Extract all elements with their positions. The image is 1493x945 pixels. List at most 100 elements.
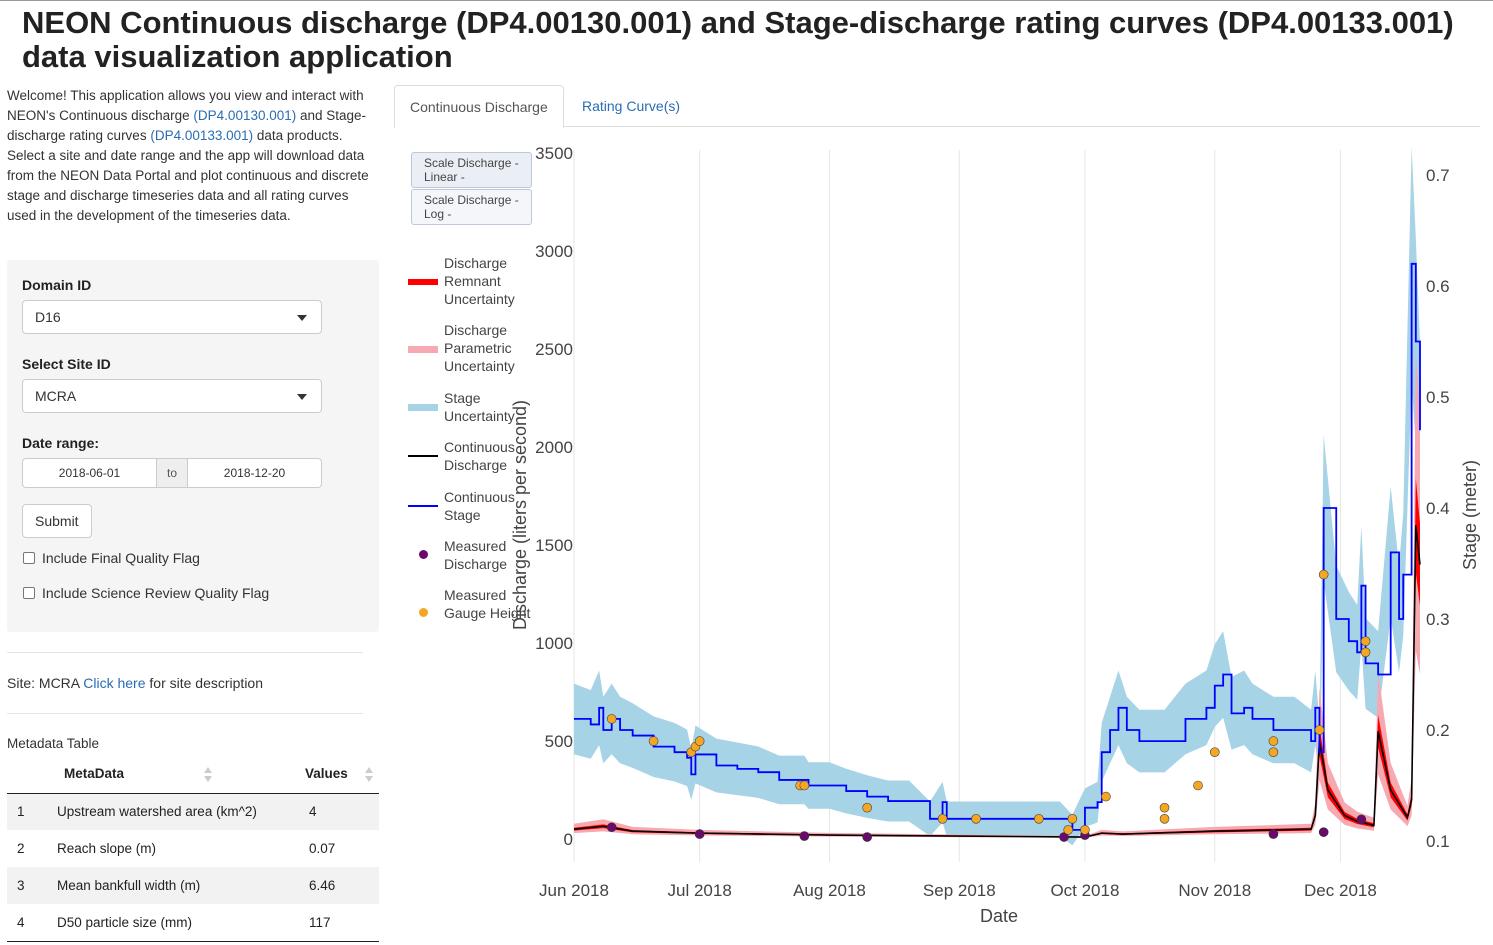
divider bbox=[7, 652, 363, 653]
measured-gauge-point[interactable] bbox=[1360, 647, 1371, 658]
tab-continuous-discharge[interactable]: Continuous Discharge bbox=[394, 85, 564, 128]
scale-log-button[interactable]: Scale Discharge - Log - bbox=[411, 189, 532, 225]
legend-label: Measured Gauge Height bbox=[444, 587, 531, 621]
dp-discharge-link[interactable]: (DP4.00130.001) bbox=[193, 108, 297, 123]
y2-tick-label: 0.1 bbox=[1426, 832, 1450, 851]
start-date-input[interactable]: 2018-06-01 bbox=[22, 458, 157, 488]
row-value: 0.07 bbox=[309, 841, 336, 856]
table-row[interactable]: 2 Reach slope (m) 0.07 bbox=[7, 830, 379, 867]
values-column-label: Values bbox=[305, 766, 348, 782]
x-tick-label: Sep 2018 bbox=[923, 881, 996, 900]
intro-text-2: and Stage-discharge rating curves bbox=[7, 108, 367, 143]
checkbox-icon[interactable] bbox=[23, 552, 35, 564]
measured-gauge-point[interactable] bbox=[937, 813, 948, 824]
measured-gauge-point[interactable] bbox=[1101, 791, 1111, 802]
continuous-discharge-line[interactable] bbox=[573, 525, 1421, 838]
measured-discharge-point[interactable] bbox=[694, 829, 705, 839]
values-column-header[interactable]: Values bbox=[302, 755, 379, 794]
table-header-row: MetaData Values bbox=[7, 755, 379, 794]
review-flag-checkbox[interactable]: Include Science Review Quality Flag bbox=[23, 585, 269, 601]
site-description-link[interactable]: Click here bbox=[83, 675, 146, 691]
measured-gauge-point[interactable] bbox=[1063, 825, 1073, 835]
legend-label: Stage Uncertainty bbox=[444, 390, 515, 424]
tab-rating-curves[interactable]: Rating Curve(s) bbox=[582, 98, 681, 114]
sidebar: Welcome! This application allows you vie… bbox=[7, 86, 379, 941]
y-tick-label: 500 bbox=[545, 732, 573, 751]
y-tick-label: 3000 bbox=[535, 242, 573, 261]
measured-discharge-point[interactable] bbox=[1059, 832, 1069, 842]
metadata-column-header[interactable]: MetaData bbox=[56, 755, 302, 794]
y2-tick-label: 0.6 bbox=[1426, 277, 1450, 296]
legend-label: Measured Discharge bbox=[444, 538, 508, 572]
sort-icon[interactable] bbox=[365, 767, 373, 783]
measured-gauge-point[interactable] bbox=[1159, 802, 1170, 813]
legend-swatch bbox=[408, 279, 438, 285]
measured-gauge-point[interactable] bbox=[1360, 636, 1371, 647]
y-tick-label: 0 bbox=[564, 830, 573, 849]
domain-select[interactable]: D16 bbox=[22, 300, 322, 334]
legend-swatch bbox=[408, 505, 438, 507]
input-panel: Domain ID D16 Select Site ID MCRA Date r… bbox=[7, 260, 379, 632]
measured-gauge-point[interactable] bbox=[1268, 736, 1279, 746]
legend-label: Continuous Discharge bbox=[444, 439, 515, 473]
measured-discharge-point[interactable] bbox=[862, 832, 872, 842]
y2-tick-label: 0.7 bbox=[1426, 166, 1450, 185]
y-axis-label: Discharge (liters per second) bbox=[510, 400, 530, 630]
dp-rating-link[interactable]: (DP4.00133.001) bbox=[150, 128, 254, 143]
y-tick-label: 2500 bbox=[535, 340, 573, 359]
metadata-table: MetaData Values 1 Upstream watershed are… bbox=[7, 755, 379, 942]
sort-icon[interactable] bbox=[204, 767, 212, 783]
measured-gauge-point[interactable] bbox=[1314, 725, 1325, 735]
legend-label: Discharge Remnant Uncertainty bbox=[444, 255, 515, 307]
measured-gauge-point[interactable] bbox=[1159, 813, 1170, 824]
measured-gauge-point[interactable] bbox=[606, 714, 617, 724]
divider bbox=[7, 713, 363, 714]
measured-gauge-point[interactable] bbox=[1209, 747, 1220, 758]
x-axis-label: Date bbox=[980, 906, 1018, 926]
site-suffix: for site description bbox=[145, 675, 263, 691]
y2-tick-label: 0.2 bbox=[1426, 721, 1450, 740]
submit-button[interactable]: Submit bbox=[22, 504, 92, 538]
end-date-input[interactable]: 2018-12-20 bbox=[187, 458, 322, 488]
measured-gauge-point[interactable] bbox=[1268, 747, 1279, 758]
checkbox-icon[interactable] bbox=[23, 587, 35, 599]
measured-gauge-point[interactable] bbox=[1318, 569, 1329, 580]
measured-gauge-point[interactable] bbox=[1193, 780, 1203, 791]
table-row[interactable]: 1 Upstream watershed area (km^2) 4 bbox=[7, 793, 379, 830]
measured-gauge-point[interactable] bbox=[1067, 813, 1078, 824]
measured-discharge-point[interactable] bbox=[1318, 827, 1329, 837]
row-value: 117 bbox=[309, 914, 331, 930]
measured-gauge-point[interactable] bbox=[862, 802, 872, 813]
final-flag-label: Include Final Quality Flag bbox=[42, 550, 200, 566]
measured-gauge-point[interactable] bbox=[648, 736, 659, 746]
continuous-stage-line[interactable] bbox=[574, 262, 1421, 831]
measured-discharge-point[interactable] bbox=[606, 822, 617, 833]
window-top-border bbox=[0, 0, 1493, 1]
measured-discharge-point[interactable] bbox=[799, 831, 810, 841]
row-index: 2 bbox=[17, 841, 25, 856]
measured-gauge-point[interactable] bbox=[971, 813, 981, 824]
measured-gauge-point[interactable] bbox=[1034, 813, 1044, 824]
site-select[interactable]: MCRA bbox=[22, 379, 322, 413]
measured-gauge-point[interactable] bbox=[694, 736, 705, 746]
y2-tick-label: 0.5 bbox=[1426, 388, 1450, 407]
chevron-down-icon bbox=[297, 315, 307, 321]
site-label: Select Site ID bbox=[22, 356, 111, 372]
measured-discharge-point[interactable] bbox=[1268, 829, 1279, 839]
final-flag-checkbox[interactable]: Include Final Quality Flag bbox=[23, 550, 200, 566]
legend-label: Continuous Stage bbox=[444, 489, 515, 523]
site-prefix: Site: MCRA bbox=[7, 675, 84, 691]
table-row[interactable]: 4 D50 particle size (mm) 117 bbox=[7, 904, 379, 941]
table-row[interactable]: 3 Mean bankfull width (m) 6.46 bbox=[7, 867, 379, 904]
measured-discharge-point[interactable] bbox=[1356, 814, 1367, 825]
domain-select-value: D16 bbox=[35, 309, 61, 325]
intro-text: Welcome! This application allows you vie… bbox=[7, 86, 372, 226]
x-tick-label: Aug 2018 bbox=[793, 881, 866, 900]
date-range: 2018-06-01 to 2018-12-20 bbox=[22, 458, 322, 488]
measured-gauge-point[interactable] bbox=[799, 780, 810, 791]
legend-swatch bbox=[408, 346, 438, 353]
y2-tick-label: 0.4 bbox=[1426, 499, 1450, 518]
measured-gauge-point[interactable] bbox=[1080, 825, 1090, 835]
scale-linear-button[interactable]: Scale Discharge - Linear - bbox=[411, 152, 532, 188]
